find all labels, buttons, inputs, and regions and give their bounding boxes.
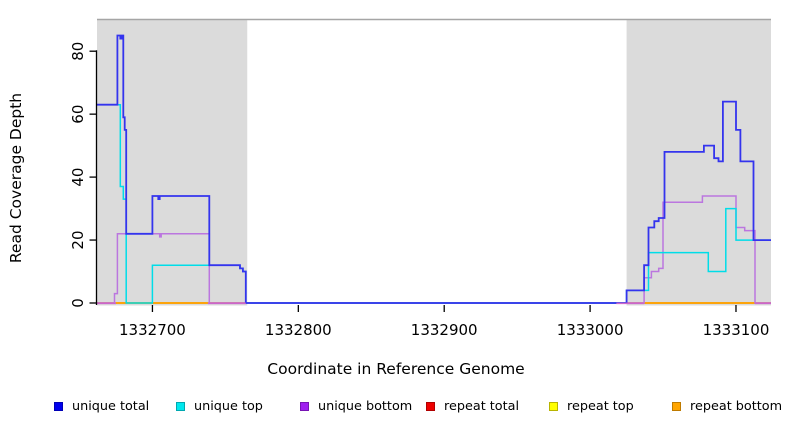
legend-label: repeat total bbox=[444, 398, 520, 414]
y-tick-label: 0 bbox=[69, 298, 87, 308]
legend-swatch-unique-bottom bbox=[300, 401, 309, 411]
x-tick-label: 1333100 bbox=[703, 321, 770, 339]
legend-label: unique total bbox=[72, 398, 150, 414]
legend-swatch-unique-total bbox=[54, 401, 63, 411]
y-tick-label: 60 bbox=[69, 105, 87, 124]
x-axis-title: Coordinate in Reference Genome bbox=[267, 360, 525, 378]
y-tick-label: 20 bbox=[69, 231, 87, 250]
legend-label: repeat bottom bbox=[690, 398, 783, 414]
legend-item-repeat-top: repeat top bbox=[549, 398, 634, 414]
legend-item-unique-total: unique total bbox=[54, 398, 149, 414]
legend-label: unique top bbox=[194, 398, 263, 414]
series-unique-total bbox=[97, 34, 771, 304]
legend-item-unique-top: unique top bbox=[176, 398, 263, 414]
legend-item-unique-bottom: unique bottom bbox=[300, 398, 412, 414]
legend-item-repeat-total: repeat total bbox=[426, 398, 519, 414]
shaded-region bbox=[626, 20, 771, 306]
x-tick-label: 1332900 bbox=[411, 321, 478, 339]
y-axis-title: Read Coverage Depth bbox=[7, 92, 25, 264]
x-tick-label: 1332700 bbox=[119, 321, 186, 339]
legend-label: unique bottom bbox=[318, 398, 413, 414]
legend-swatch-repeat-bottom bbox=[672, 401, 681, 411]
x-tick-label: 1332800 bbox=[265, 321, 332, 339]
x-tick-label: 1333000 bbox=[557, 321, 624, 339]
legend-swatch-repeat-top bbox=[549, 401, 558, 411]
y-tick-label: 40 bbox=[69, 168, 87, 187]
legend-swatch-repeat-total bbox=[426, 401, 435, 411]
legend-swatch-unique-top bbox=[176, 401, 185, 411]
shaded-region bbox=[97, 20, 248, 306]
legend-item-repeat-bottom: repeat bottom bbox=[672, 398, 782, 414]
legend-label: repeat top bbox=[567, 398, 634, 414]
y-tick-label: 80 bbox=[69, 42, 87, 61]
